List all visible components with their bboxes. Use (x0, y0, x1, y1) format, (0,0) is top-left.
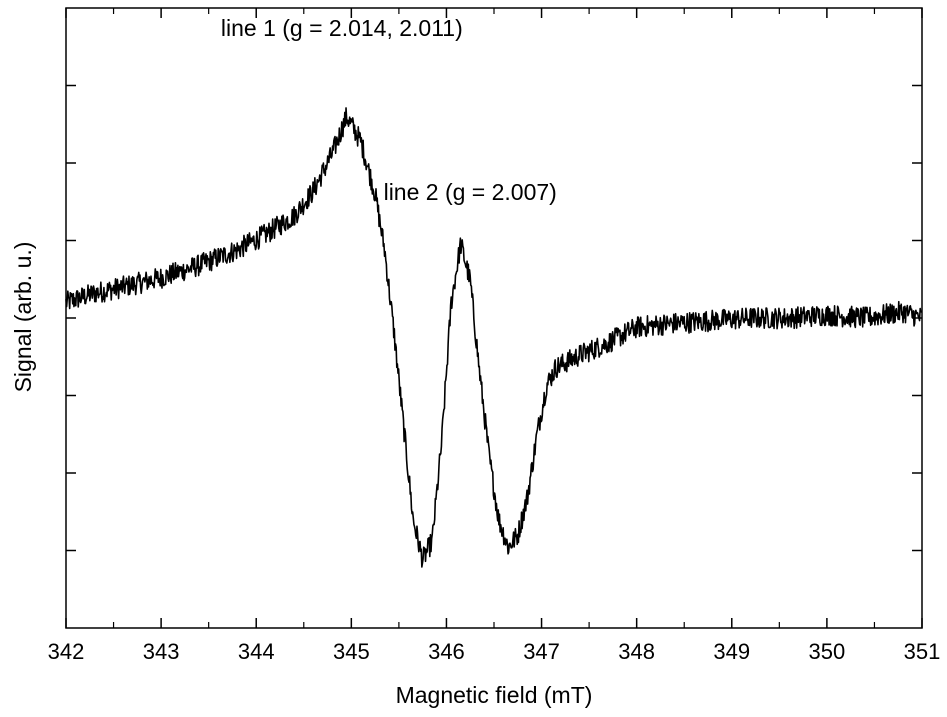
x-tick-label: 348 (618, 639, 655, 664)
x-tick-label: 346 (428, 639, 465, 664)
annotation-line-2: line 2 (g = 2.007) (384, 179, 557, 205)
annotation-line-1: line 1 (g = 2.014, 2.011) (221, 15, 463, 41)
x-tick-label: 350 (809, 639, 846, 664)
x-tick-label: 349 (713, 639, 750, 664)
x-tick-label: 351 (904, 639, 941, 664)
x-tick-label: 347 (523, 639, 560, 664)
spectrum-line (65, 107, 923, 568)
x-tick-label: 342 (48, 639, 85, 664)
plot-frame (65, 7, 923, 629)
x-tick-label: 343 (143, 639, 180, 664)
y-axis-label: Signal (arb. u.) (10, 242, 36, 393)
x-tick-label: 344 (238, 639, 275, 664)
x-axis-label: Magnetic field (mT) (396, 682, 593, 708)
x-tick-label: 345 (333, 639, 370, 664)
x-axis-tick-labels: 342 343 344 345 346 347 348 349 350 351 (48, 639, 941, 664)
